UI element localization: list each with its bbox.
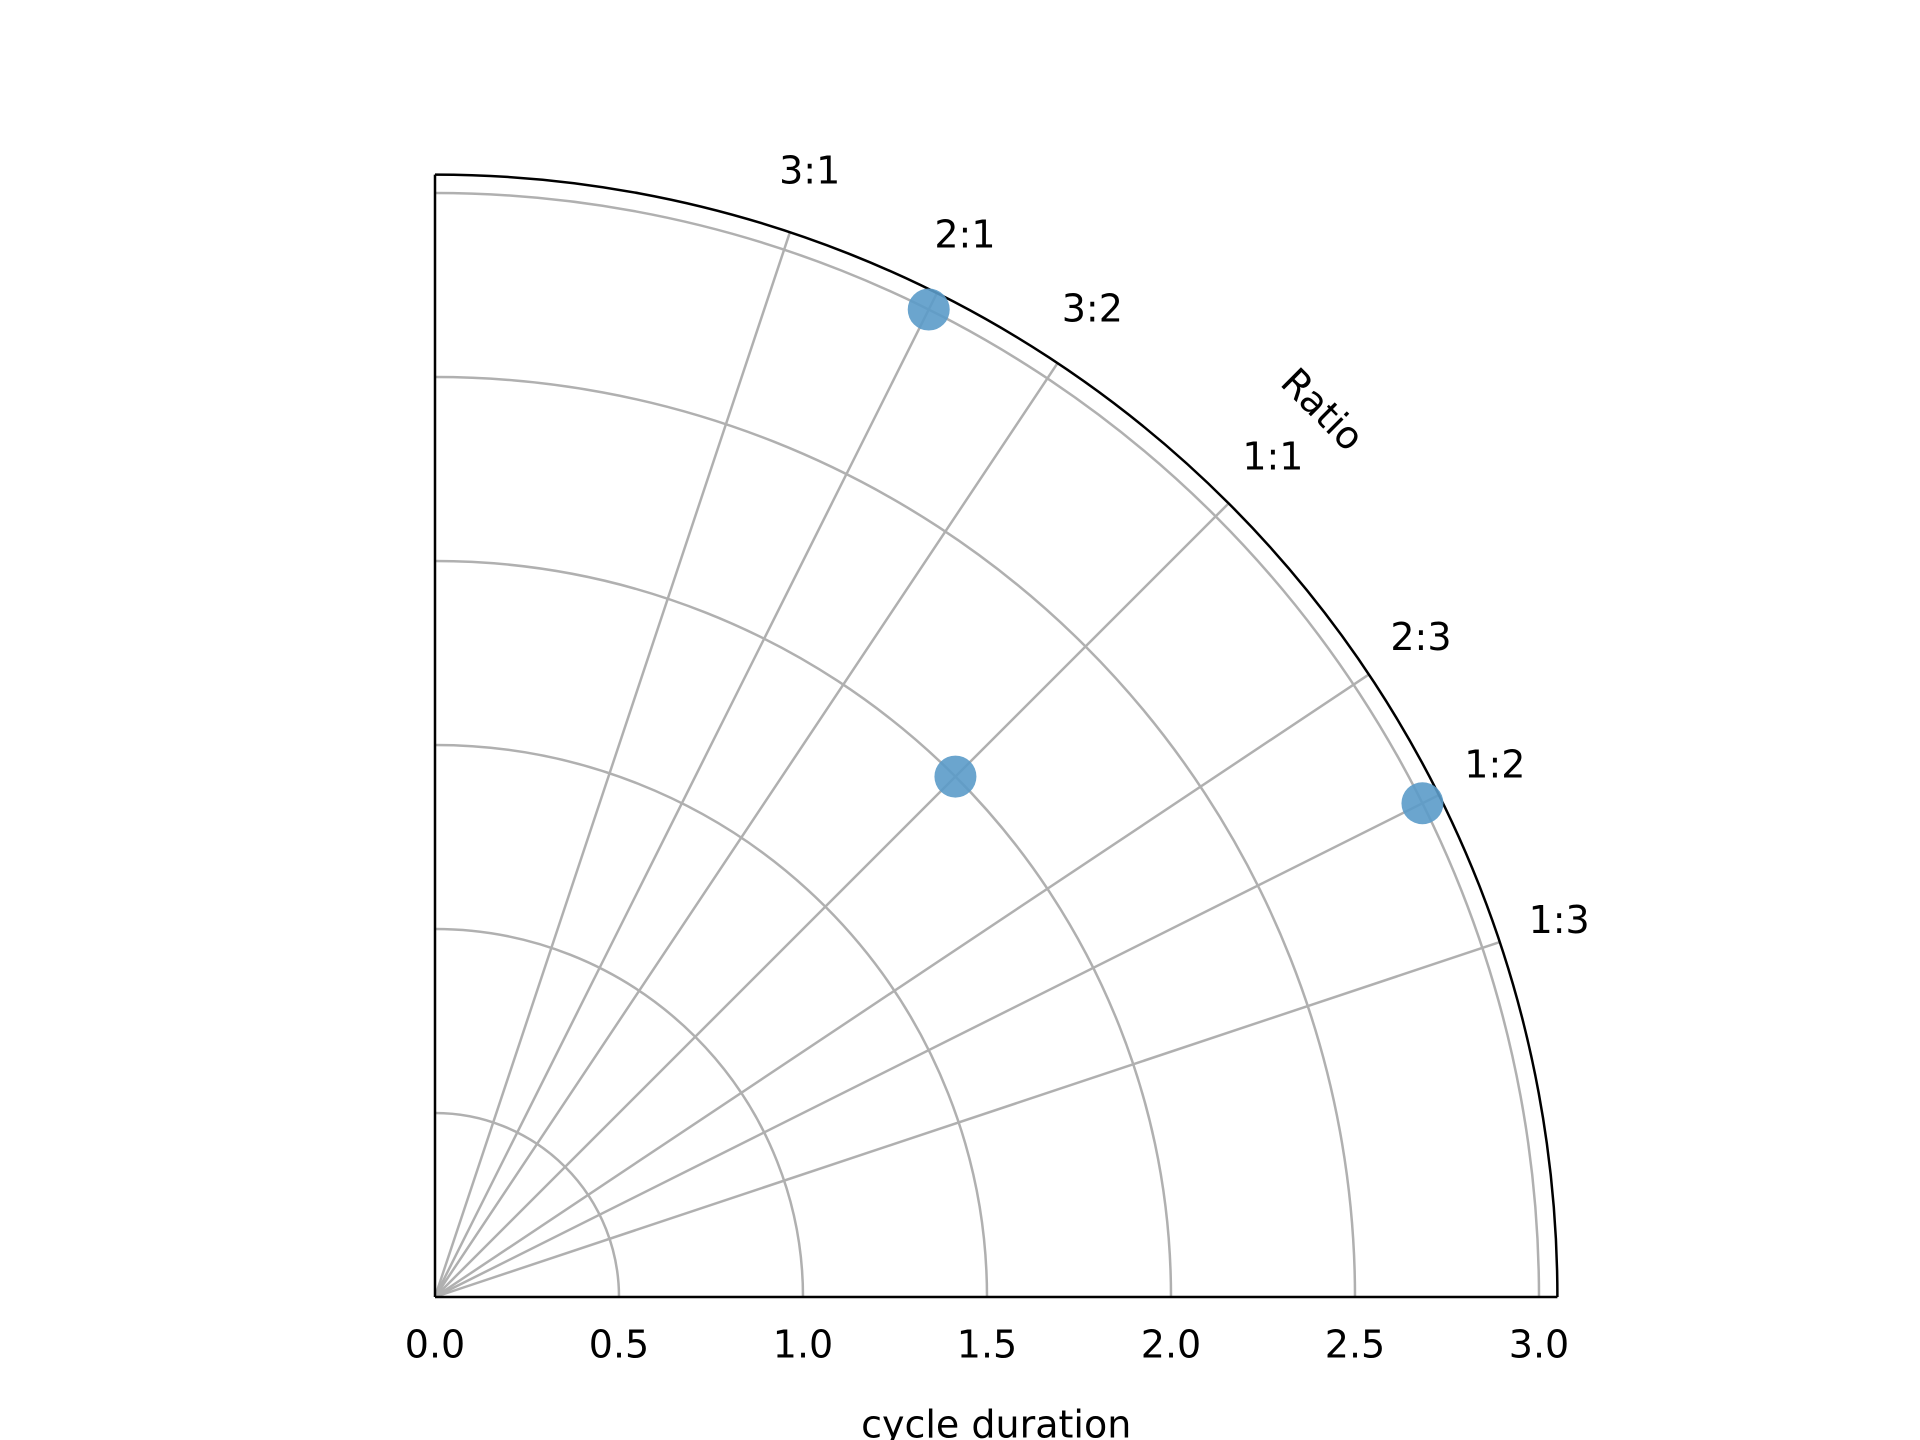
ratio-label: 2:1	[934, 213, 995, 257]
x-axis-title: cycle duration	[861, 1403, 1131, 1440]
grid-layer	[433, 191, 1541, 1299]
ratio-gridline-5	[434, 793, 1440, 1299]
ratio-gridline-4	[434, 673, 1370, 1299]
data-point-1	[934, 755, 977, 798]
outer-arc	[434, 173, 1559, 1298]
ratio-label: 1:3	[1529, 898, 1590, 942]
ratio-label: 3:1	[779, 148, 840, 192]
ratio-label: 2:3	[1390, 615, 1451, 659]
point-layer	[907, 288, 1444, 825]
ratio-gridline-3	[434, 502, 1230, 1298]
x-tick-label: 2.0	[1141, 1323, 1201, 1367]
ratio-label: 1:1	[1242, 435, 1303, 479]
data-point-2	[1401, 782, 1444, 825]
ratio-gridline-6	[434, 940, 1501, 1299]
x-tick-label: 1.0	[773, 1323, 833, 1367]
ratio-gridline-0	[433, 231, 792, 1298]
x-tick-label: 2.5	[1325, 1323, 1385, 1367]
x-tick-label: 0.5	[589, 1323, 649, 1367]
x-tick-label: 3.0	[1509, 1323, 1569, 1367]
frame-layer	[433, 173, 1559, 1299]
data-point-0	[907, 288, 950, 331]
ratio-label: 3:2	[1062, 287, 1123, 331]
ratio-label: 1:2	[1464, 743, 1525, 787]
label-layer: 3:1 2:1 3:2 1:1 2:3 1:2 1:3 0.0 0.5 1.0 1.5 2.0 2.5 3…	[405, 148, 1590, 1366]
x-tick-label: 1.5	[957, 1323, 1017, 1367]
ratio-gridline-1	[433, 292, 939, 1298]
x-tick-label: 0.0	[405, 1323, 465, 1367]
ratio-gridline-2	[433, 362, 1059, 1298]
